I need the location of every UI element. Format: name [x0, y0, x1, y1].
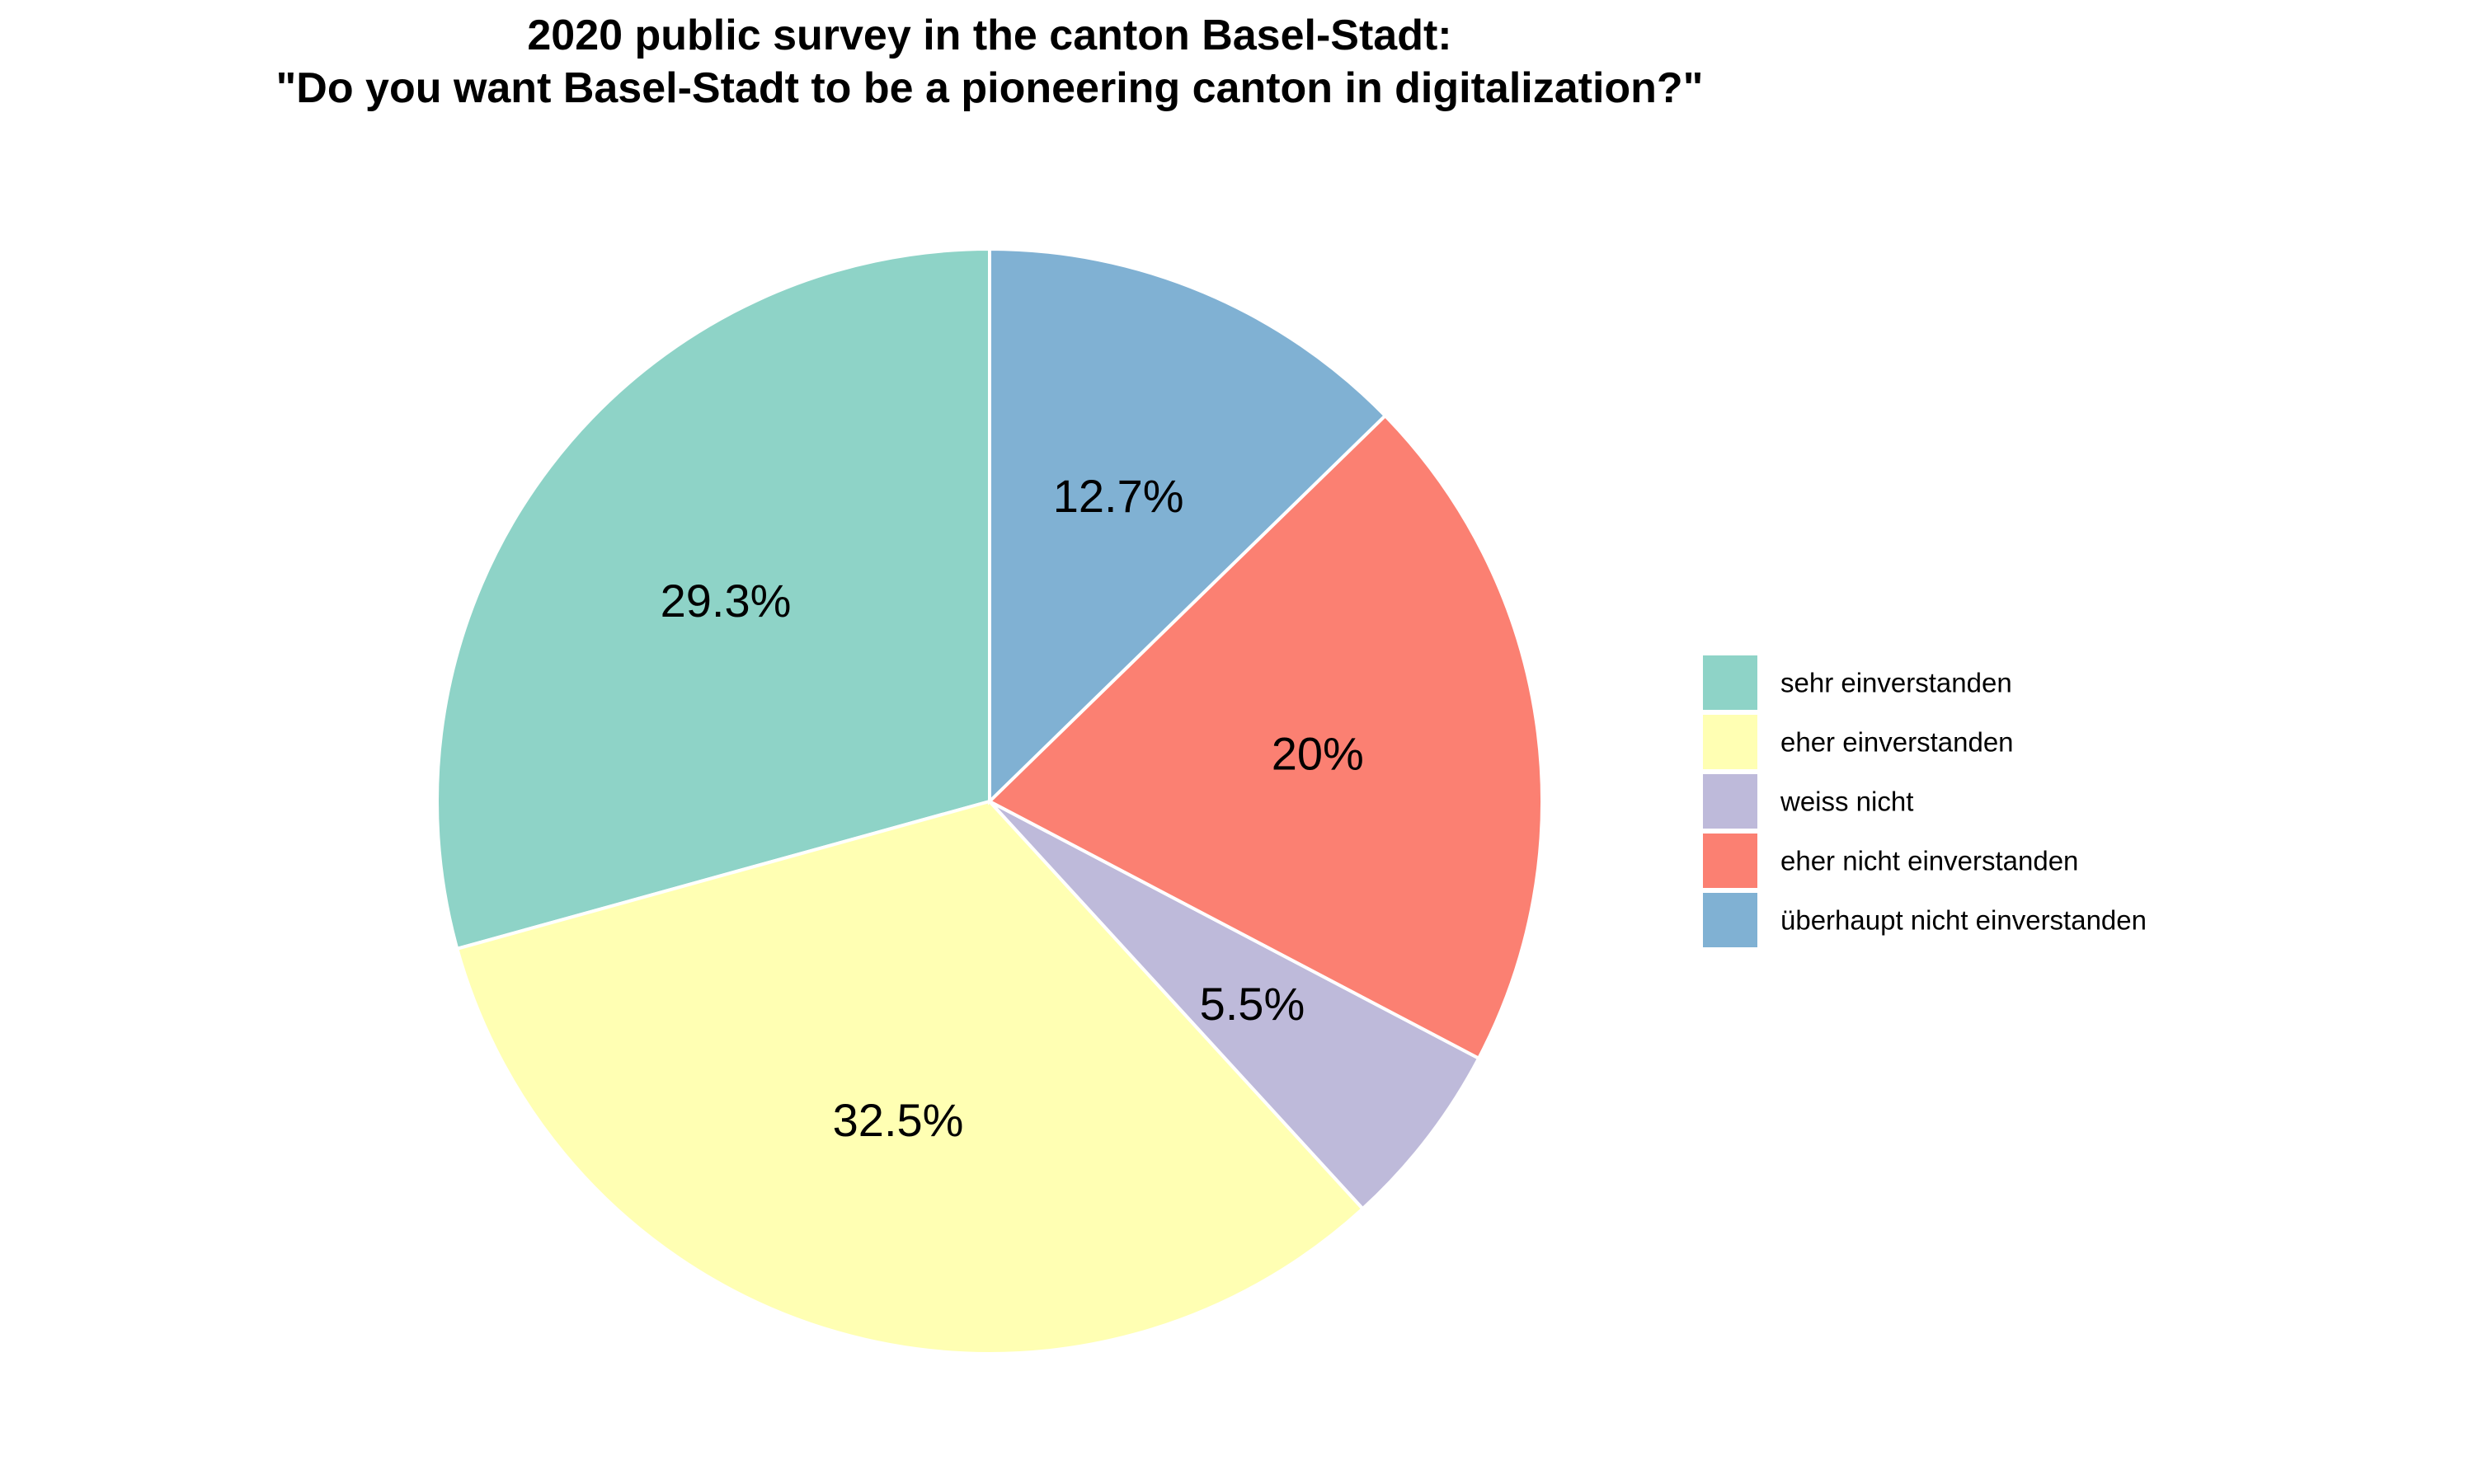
- legend-swatch: [1703, 715, 1757, 769]
- pie-slice-value-label: 12.7%: [1053, 470, 1184, 522]
- legend-swatch: [1703, 774, 1757, 829]
- pie-slice-value-label: 29.3%: [661, 575, 792, 627]
- chart-title-line-2: "Do you want Basel-Stadt to be a pioneer…: [276, 64, 1704, 112]
- pie-slice: [986, 413, 1544, 1061]
- legend-label: sehr einverstanden: [1780, 668, 2012, 698]
- chart-title-line-1: 2020 public survey in the canton Basel-S…: [527, 12, 1451, 59]
- legend-label: weiss nicht: [1780, 787, 1913, 817]
- legend-label: überhaupt nicht einverstanden: [1780, 905, 2147, 936]
- legend-swatch: [1703, 893, 1757, 947]
- pie-slice-value-label: 20%: [1272, 728, 1364, 780]
- legend: sehr einverstanden eher einverstanden weis…: [1703, 655, 2147, 947]
- legend-swatch: [1703, 655, 1757, 710]
- pie-slice-labels: 29.3% 32.5% 5.5% 20% 12.7%: [661, 470, 1364, 1146]
- legend-swatch: [1703, 834, 1757, 888]
- pie-slice-value-label: 32.5%: [833, 1094, 964, 1146]
- pie-slices: [435, 247, 1544, 1355]
- pie-slice: [988, 247, 1388, 805]
- pie-slice: [435, 247, 991, 951]
- pie-slice: [454, 799, 1366, 1355]
- legend-label: eher einverstanden: [1780, 727, 2014, 758]
- pie-slice-value-label: 5.5%: [1200, 978, 1305, 1030]
- legend-label: eher nicht einverstanden: [1780, 846, 2078, 876]
- pie-slice: [988, 800, 1481, 1211]
